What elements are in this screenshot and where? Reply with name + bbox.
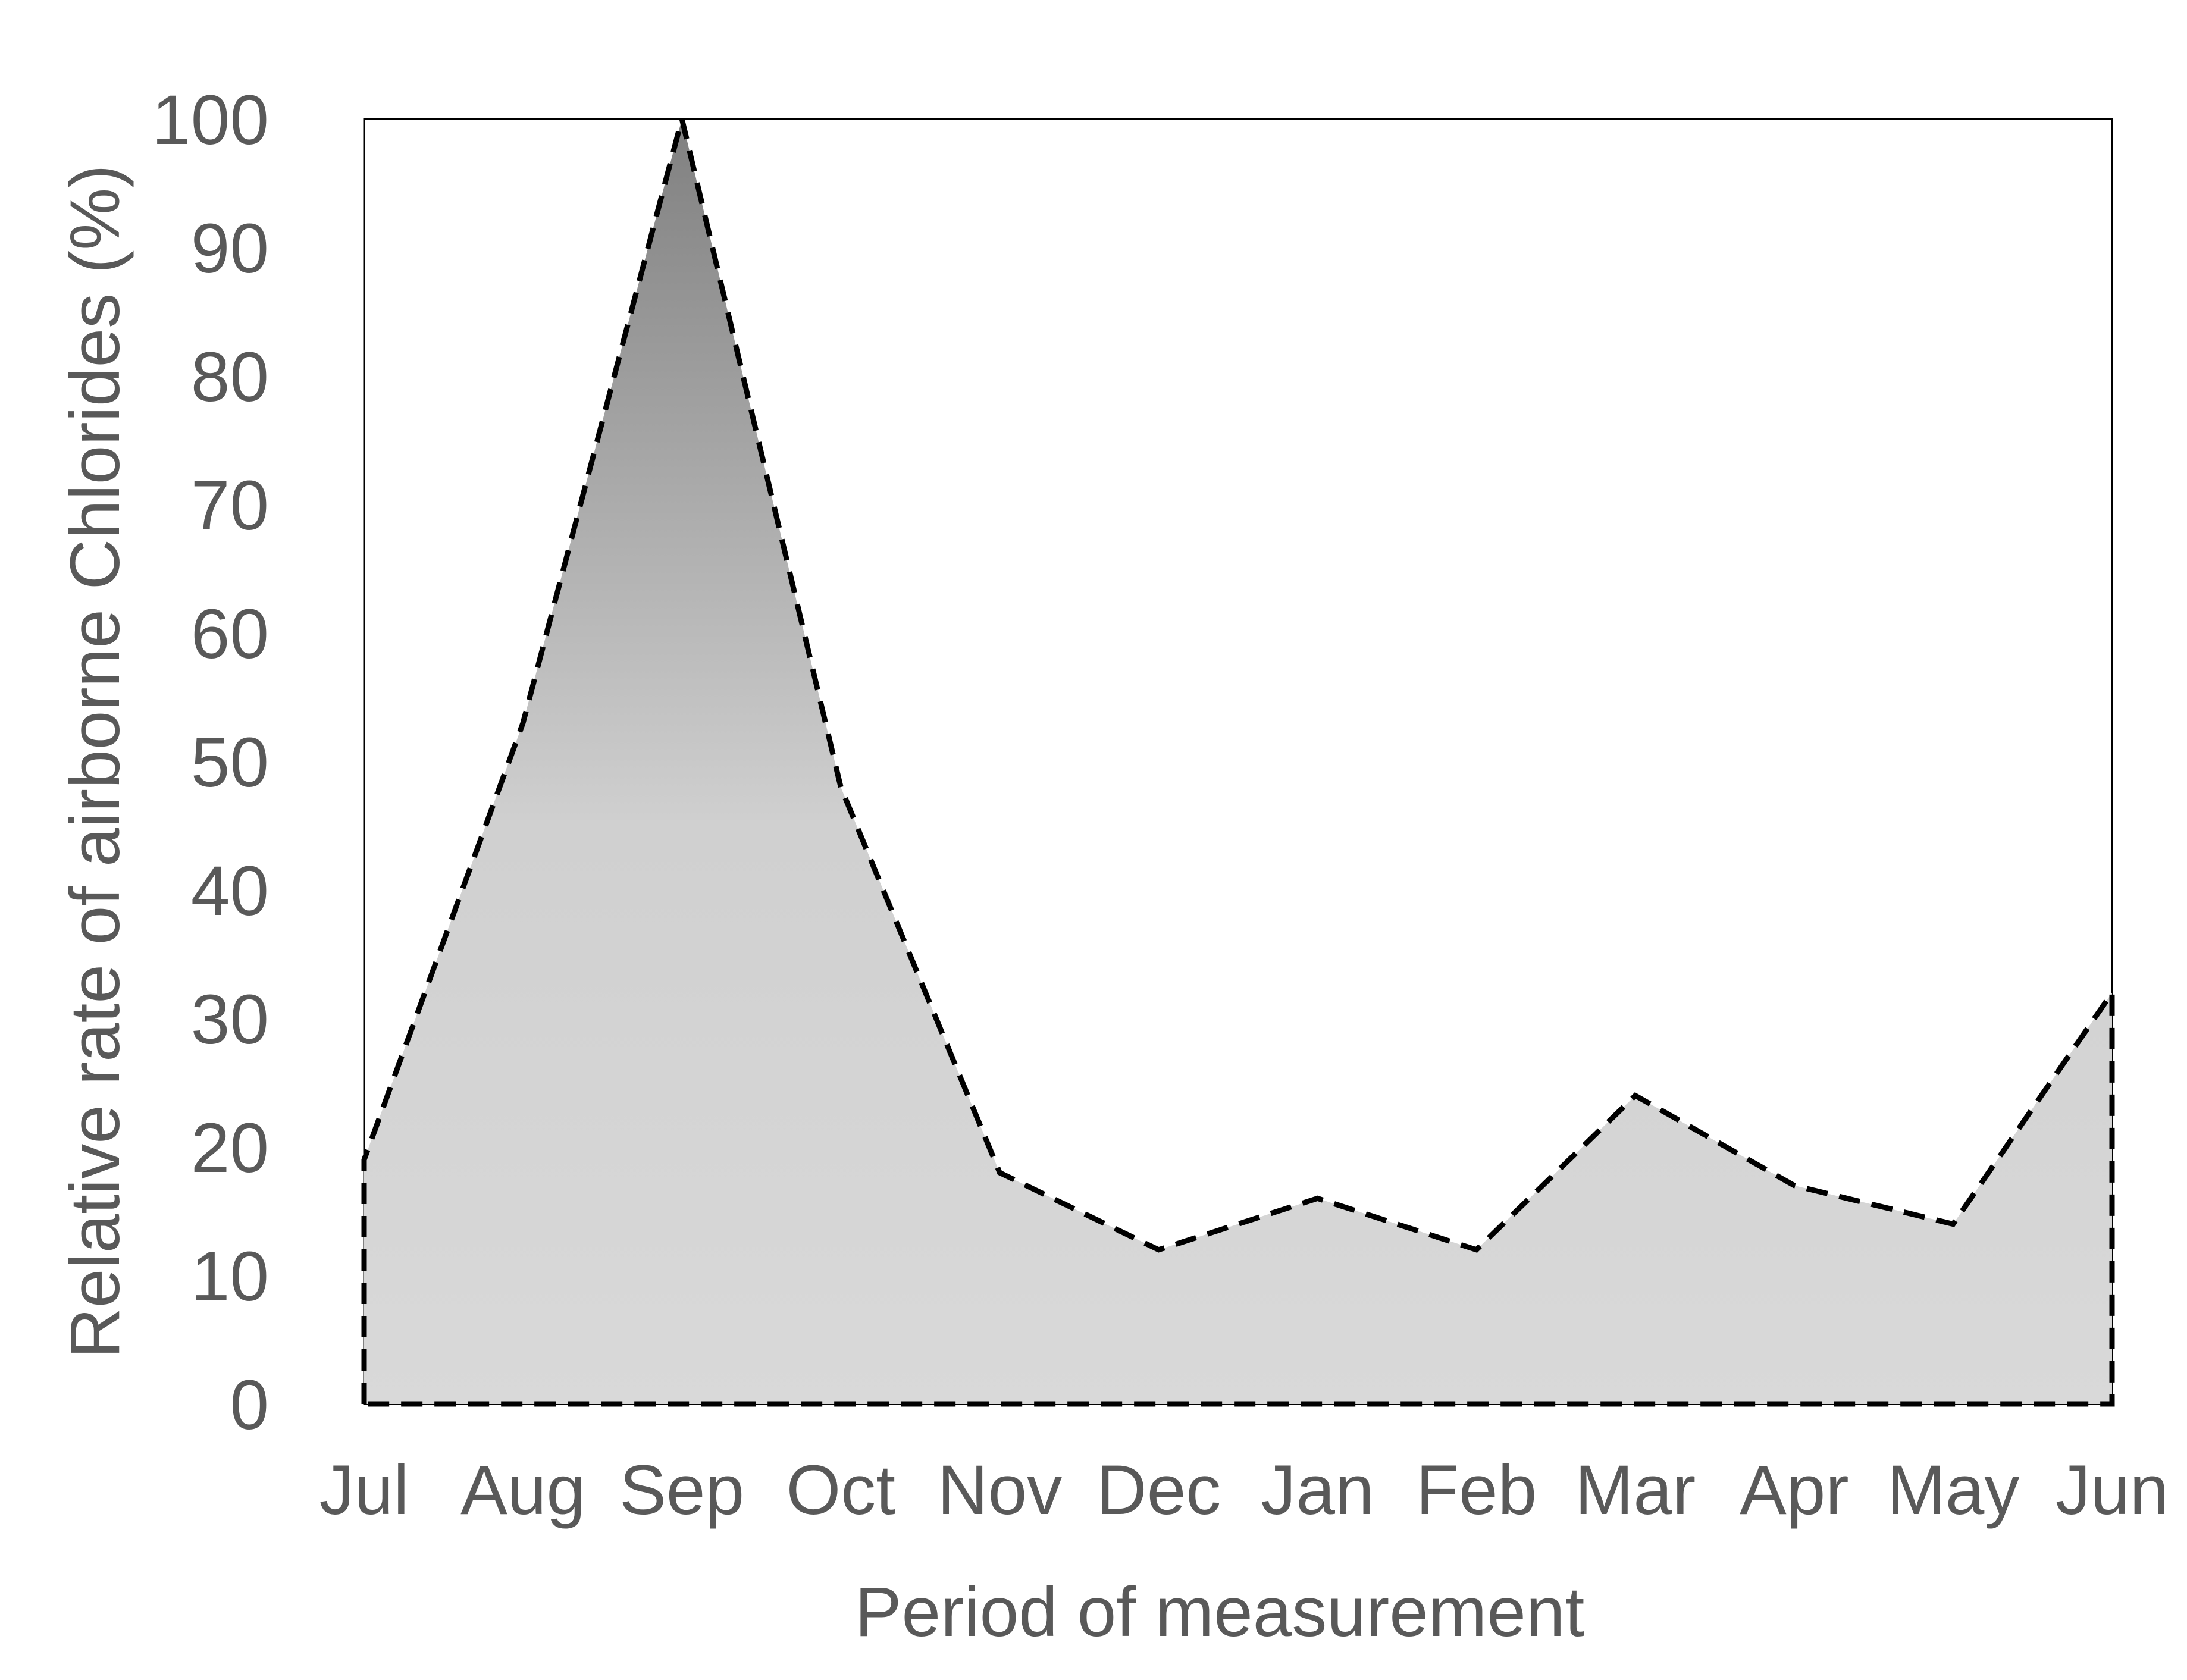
y-tick-labels: 0 10 20 30 40 50 60 70 80 90 100 (152, 81, 269, 1444)
y-tick-label: 30 (191, 980, 269, 1059)
y-tick-label: 10 (191, 1237, 269, 1316)
area-layer (361, 118, 2115, 1407)
x-tick-label-sep: Sep (619, 1451, 744, 1529)
x-tick-labels: Jul Aug Sep Oct Nov Dec Jan Feb Mar Apr May Jun (319, 1451, 2169, 1529)
x-tick-label-apr: Apr (1740, 1451, 1849, 1529)
x-tick-label-jan: Jan (1261, 1451, 1374, 1529)
y-axis-label: Relative rate of airborne Chlorides (%) (56, 165, 134, 1359)
y-tick-label: 90 (191, 209, 269, 288)
y-tick-label: 40 (191, 852, 269, 930)
x-tick-label-dec: Dec (1096, 1451, 1221, 1529)
area-outline (361, 118, 2115, 1407)
y-tick-label: 50 (191, 723, 269, 802)
x-tick-label-jul: Jul (319, 1451, 409, 1529)
area-fill (364, 119, 2112, 1404)
x-tick-label-oct: Oct (786, 1451, 895, 1529)
y-tick-label: 60 (191, 595, 269, 673)
y-tick-label: 100 (152, 81, 269, 159)
x-tick-label-may: May (1887, 1451, 2019, 1529)
y-tick-label: 20 (191, 1109, 269, 1187)
x-tick-label-aug: Aug (460, 1451, 585, 1529)
x-axis-label: Period of measurement (855, 1573, 1585, 1651)
y-tick-label: 80 (191, 338, 269, 416)
x-tick-label-jun: Jun (2056, 1451, 2169, 1529)
y-tick-label: 70 (191, 466, 269, 545)
x-tick-label-nov: Nov (937, 1451, 1062, 1529)
x-tick-label-feb: Feb (1416, 1451, 1537, 1529)
y-tick-label: 0 (230, 1366, 269, 1444)
x-tick-label-mar: Mar (1575, 1451, 1696, 1529)
